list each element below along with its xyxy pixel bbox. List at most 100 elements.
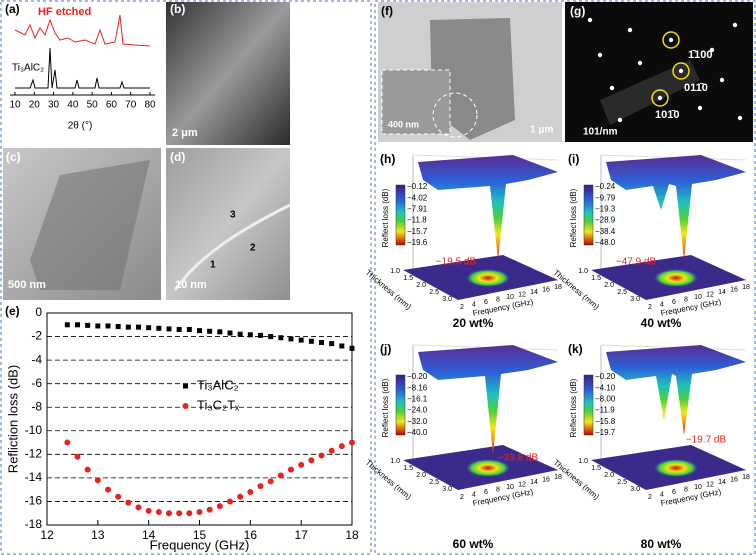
x-tick-label: 18: [742, 284, 750, 291]
colorbar-label: −19.7: [595, 428, 616, 437]
caption: 20 wt%: [453, 316, 494, 330]
x-tick-label: 15: [193, 528, 207, 542]
caption: 80 wt%: [641, 537, 682, 551]
x-tick-label: 12: [518, 481, 526, 488]
x-tick-label: 8: [684, 486, 688, 493]
marker: 2: [250, 243, 256, 254]
x-tick-label: 12: [706, 291, 714, 298]
data-point: [257, 483, 264, 490]
data-point: [105, 486, 111, 493]
colorbar-label: −8.16: [407, 383, 428, 392]
data-point: [318, 452, 325, 459]
colorbar-label: −8.00: [595, 395, 616, 404]
floor-contour: [654, 459, 698, 477]
data-point: [247, 332, 253, 338]
y-tick-label: -10: [25, 423, 43, 437]
y-tick-label: -8: [31, 399, 42, 413]
spot: [637, 60, 643, 66]
x-tick-label: 10: [694, 484, 702, 491]
x-tick-label: 18: [345, 528, 359, 542]
spot: [609, 85, 615, 91]
annotation: −47.9 dB: [616, 257, 657, 268]
surface: [606, 345, 746, 435]
colorbar-label: −9.79: [595, 193, 616, 202]
legend-marker: [182, 403, 189, 409]
data-point: [156, 325, 162, 331]
data-point: [298, 337, 304, 343]
data-point: [288, 466, 294, 473]
y-tick-label: 1.0: [578, 268, 588, 275]
data-point: [64, 439, 71, 446]
x-tick-label: 6: [672, 489, 676, 496]
edge: [173, 203, 291, 291]
y-tick-label: 2.0: [604, 282, 614, 289]
y-tick-label: 1.0: [390, 268, 400, 275]
y-tick-label: 3.0: [630, 296, 640, 303]
colorbar-label: −32.0: [407, 417, 428, 426]
x-tick-label: 12: [40, 528, 54, 542]
scale-bar-label: 1 μm: [530, 125, 553, 136]
surface: [606, 155, 746, 260]
data-point: [237, 331, 243, 337]
x-tick-label: 6: [484, 299, 488, 306]
scale-bar-label: 10 nm: [175, 279, 207, 291]
x-tick-label: 14: [718, 479, 726, 486]
colorbar-label: −28.9: [595, 216, 616, 225]
x-tick-label: 80: [144, 100, 156, 111]
colorbar-label: −0.20: [595, 372, 616, 381]
x-tick-label: 2: [460, 304, 464, 311]
x-axis-title: Frequency (GHz): [472, 487, 534, 508]
colorbar: [583, 184, 594, 246]
spot: [732, 22, 738, 28]
legend-label: Ti₃C₂Tₓ: [197, 397, 240, 412]
y-tick-label: 2.5: [617, 479, 627, 486]
x-axis-title: Frequency (GHz): [660, 487, 722, 508]
x-axis-title: Frequency (GHz): [150, 537, 250, 552]
spot-ring: [662, 31, 680, 49]
data-point: [115, 493, 122, 500]
colorbar-label: −24.0: [407, 406, 428, 415]
panel-label: (f): [381, 4, 393, 18]
x-tick-label: 20: [29, 100, 41, 111]
colorbar-label: −7.91: [407, 205, 428, 214]
x-tick-label: 14: [718, 289, 726, 296]
data-point: [227, 498, 233, 505]
legend-label: Ti₃AlC₂: [197, 377, 239, 392]
xrd-trace: [15, 47, 150, 89]
x-tick-label: 16: [730, 476, 738, 483]
inset: [381, 69, 451, 135]
data-point: [125, 324, 131, 330]
x-tick-label: 12: [518, 291, 526, 298]
x-tick-label: 10: [506, 484, 514, 491]
colorbar: [583, 374, 594, 436]
annotation: −19.5 dB: [436, 257, 477, 268]
colorbar-label: −19.6: [407, 238, 428, 247]
legend-marker: [183, 383, 188, 389]
x-tick-label: 14: [530, 479, 538, 486]
spot: [657, 95, 663, 101]
x-tick-label: 16: [730, 286, 738, 293]
panel-label: (e): [5, 304, 20, 318]
x-tick-label: 13: [91, 528, 105, 542]
x-tick-label: 18: [554, 474, 562, 481]
data-point: [95, 323, 101, 329]
spot: [617, 117, 623, 123]
z-axis-title: Reflect loss (dB): [381, 378, 390, 437]
data-point: [258, 332, 263, 338]
x-tick-label: 16: [542, 476, 550, 483]
spot: [627, 27, 633, 33]
data-point: [105, 323, 111, 329]
data-point: [339, 343, 345, 349]
x-tick-label: 30: [48, 100, 60, 111]
x-tick-label: 8: [496, 486, 500, 493]
floor-contour: [654, 269, 698, 287]
spot: [737, 115, 743, 121]
x-tick-label: 10: [9, 100, 21, 111]
x-tick-label: 40: [67, 100, 79, 111]
data-point: [196, 509, 203, 516]
colorbar-label: −16.1: [407, 395, 428, 404]
data-point: [217, 329, 223, 335]
y-tick-label: 1.5: [403, 465, 413, 472]
scale-bar-label: 2 μm: [172, 127, 198, 139]
